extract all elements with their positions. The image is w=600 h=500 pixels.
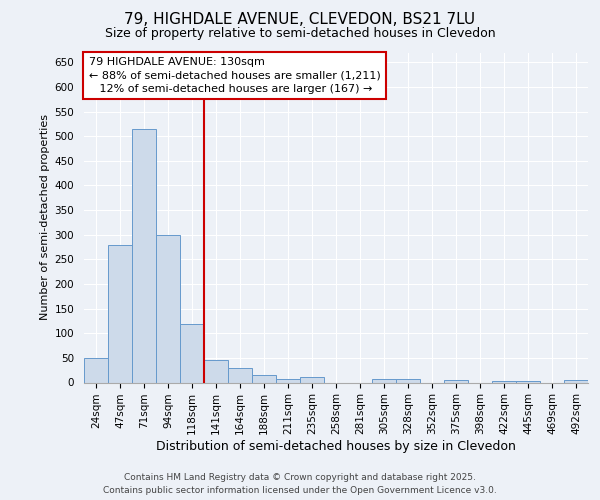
- Bar: [180, 324, 204, 382]
- Bar: [372, 379, 396, 382]
- Bar: [156, 234, 180, 382]
- Bar: [204, 360, 228, 382]
- Bar: [276, 378, 300, 382]
- Text: Contains HM Land Registry data © Crown copyright and database right 2025.
Contai: Contains HM Land Registry data © Crown c…: [103, 474, 497, 495]
- Bar: [396, 378, 420, 382]
- Text: 79, HIGHDALE AVENUE, CLEVEDON, BS21 7LU: 79, HIGHDALE AVENUE, CLEVEDON, BS21 7LU: [124, 12, 476, 28]
- Bar: [252, 374, 276, 382]
- Y-axis label: Number of semi-detached properties: Number of semi-detached properties: [40, 114, 50, 320]
- X-axis label: Distribution of semi-detached houses by size in Clevedon: Distribution of semi-detached houses by …: [156, 440, 516, 453]
- Bar: [132, 129, 156, 382]
- Bar: [516, 381, 540, 382]
- Bar: [444, 380, 468, 382]
- Bar: [84, 358, 108, 382]
- Bar: [300, 376, 324, 382]
- Bar: [228, 368, 252, 382]
- Text: 79 HIGHDALE AVENUE: 130sqm
← 88% of semi-detached houses are smaller (1,211)
   : 79 HIGHDALE AVENUE: 130sqm ← 88% of semi…: [89, 58, 381, 94]
- Bar: [108, 244, 132, 382]
- Text: Size of property relative to semi-detached houses in Clevedon: Size of property relative to semi-detach…: [104, 28, 496, 40]
- Bar: [564, 380, 588, 382]
- Bar: [492, 380, 516, 382]
